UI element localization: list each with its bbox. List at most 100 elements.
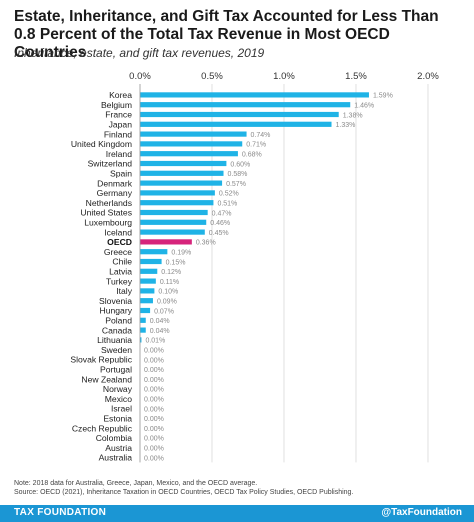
value-label: 0.00% (144, 416, 164, 423)
value-label: 0.00% (144, 406, 164, 413)
bar (140, 190, 215, 196)
category-label: Chile (112, 257, 132, 267)
chart-title: Estate, Inheritance, and Gift Tax Accoun… (14, 8, 439, 61)
value-label: 0.00% (144, 397, 164, 404)
value-label: 1.46% (354, 103, 374, 110)
value-label: 0.11% (160, 279, 179, 286)
category-label: France (105, 110, 132, 120)
category-label: Slovak Republic (70, 355, 132, 365)
bar (140, 131, 247, 137)
category-label: Israel (111, 404, 132, 414)
bar (140, 180, 223, 186)
category-label: Finland (104, 129, 132, 139)
bar (140, 219, 207, 225)
category-label: Netherlands (86, 198, 132, 208)
category-label: Poland (105, 316, 132, 326)
bar (140, 258, 162, 265)
category-label: Japan (109, 120, 133, 130)
category-label: New Zealand (81, 374, 132, 384)
category-label: Lithuania (97, 335, 132, 345)
value-label: 0.47% (212, 210, 232, 217)
x-tick-label: 1.5% (345, 71, 367, 82)
source-line: Source: OECD (2021), Inheritance Taxatio… (14, 488, 354, 496)
value-label: 0.00% (144, 387, 164, 394)
value-label: 0.60% (230, 161, 250, 168)
bar (140, 160, 227, 167)
value-label: 0.00% (144, 436, 164, 443)
category-label: Australia (99, 453, 133, 463)
bar (140, 92, 369, 98)
bar (140, 121, 332, 127)
chart-note: Note: 2018 data for Australia, Greece, J… (14, 480, 464, 497)
bar (140, 111, 339, 118)
bar (140, 298, 153, 304)
value-label: 0.12% (161, 269, 181, 276)
value-label: 0.68% (242, 152, 262, 159)
value-label: 0.71% (246, 142, 266, 149)
chart-subtitle: Inheritance, estate, and gift tax revenu… (14, 46, 265, 60)
value-label: 0.09% (157, 299, 177, 306)
bar (140, 317, 146, 323)
x-tick-label: 1.0% (273, 71, 295, 82)
category-label: Mexico (105, 394, 132, 404)
bar-chart: 0.0% 0.5% 1.0% 1.5% 2.0% Korea 1.59% Belgium 1.4… (70, 71, 439, 463)
category-label: Turkey (106, 276, 133, 286)
bar (140, 229, 205, 235)
bar (140, 268, 158, 274)
value-label: 0.00% (144, 426, 164, 433)
note-line: Note: 2018 data for Australia, Greece, J… (14, 480, 258, 487)
value-label: 0.00% (144, 377, 164, 384)
bar-highlight (140, 239, 192, 245)
bar (140, 288, 155, 294)
value-label: 0.00% (144, 446, 164, 453)
x-tick-label: 0.5% (201, 71, 223, 82)
category-label: Germany (97, 188, 133, 198)
bar (140, 278, 156, 284)
category-label: United States (80, 208, 132, 218)
category-label: Luxembourg (84, 218, 132, 228)
value-label: 0.01% (145, 338, 165, 345)
x-tick-label: 2.0% (417, 71, 439, 82)
value-label: 0.00% (144, 348, 164, 355)
bar (140, 327, 146, 333)
bar (140, 170, 224, 176)
x-tick-label: 0.0% (129, 71, 151, 82)
social-handle: @TaxFoundation (381, 507, 462, 518)
category-label: Switzerland (88, 159, 133, 169)
value-label: 1.59% (373, 93, 393, 100)
bar (140, 209, 208, 216)
bar (140, 102, 351, 108)
value-label: 0.58% (228, 171, 248, 178)
brand-name: TAX FOUNDATION (14, 507, 107, 518)
value-label: 0.19% (171, 250, 191, 257)
category-label: Spain (110, 169, 132, 179)
category-label: Sweden (101, 345, 132, 355)
value-label: 0.10% (158, 289, 178, 296)
value-label: 0.04% (150, 328, 170, 335)
bar (140, 337, 142, 343)
value-label: 0.00% (144, 367, 164, 374)
category-label: Norway (103, 384, 133, 394)
value-label: 0.45% (209, 230, 229, 237)
category-label: Estonia (103, 414, 132, 424)
category-label: OECD (107, 237, 132, 247)
bar (140, 307, 151, 314)
category-label: Portugal (100, 365, 132, 375)
category-label: Czech Republic (72, 423, 133, 433)
category-label: Austria (105, 443, 132, 453)
category-label: Hungary (100, 306, 133, 316)
category-label: Canada (102, 325, 132, 335)
category-label: Colombia (96, 433, 133, 443)
category-label: Latvia (109, 267, 132, 277)
value-label: 0.07% (154, 308, 174, 315)
category-label: Italy (116, 286, 132, 296)
bar (140, 200, 214, 206)
bar (140, 249, 168, 255)
value-label: 0.00% (144, 357, 164, 364)
value-label: 0.36% (196, 240, 216, 247)
value-label: 0.51% (217, 201, 237, 208)
value-label: 0.00% (144, 455, 164, 462)
footer-bar: TAX FOUNDATION @TaxFoundation (0, 505, 474, 522)
bar (140, 141, 243, 147)
category-label: Iceland (104, 227, 132, 237)
